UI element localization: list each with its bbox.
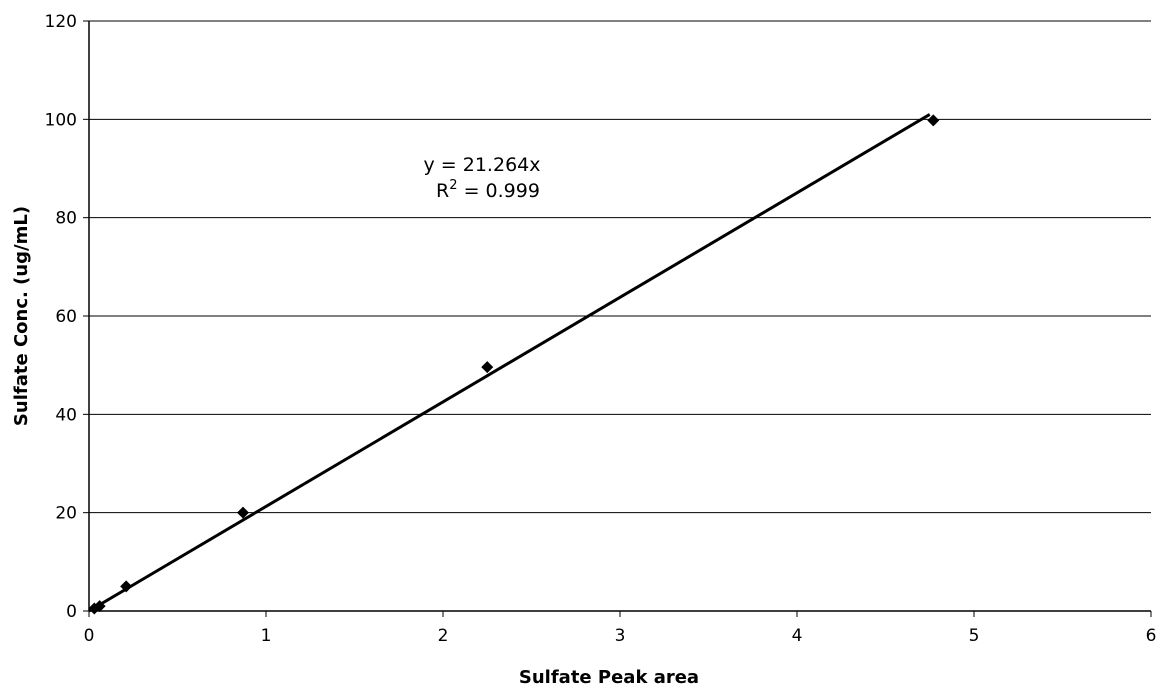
data-point-2 [120, 580, 133, 593]
trendline-r-squared: R2 = 0.999 [436, 178, 540, 202]
y-tick-label-40: 40 [55, 405, 77, 425]
data-point-3 [236, 506, 249, 519]
x-tick-label-0: 0 [84, 626, 95, 646]
r-squared-value: = 0.999 [458, 180, 540, 202]
r-symbol: R [436, 180, 449, 202]
trendline-equation: y = 21.264x [424, 154, 541, 176]
y-tick-label-0: 0 [66, 602, 77, 622]
x-tick-label-5: 5 [969, 626, 980, 646]
data-point-1 [93, 600, 106, 613]
tick-labels: 0 20 40 60 80 100 120 0 1 2 3 4 5 6 [45, 12, 1157, 646]
y-tick-label-20: 20 [55, 504, 77, 524]
data-point-4 [481, 361, 494, 374]
trendline-equation-line1: y = 21.264x [424, 154, 541, 176]
x-tick-label-6: 6 [1146, 626, 1157, 646]
trendline [88, 113, 931, 613]
y-tick-label-100: 100 [45, 110, 77, 130]
x-tick-label-4: 4 [792, 626, 803, 646]
axes [83, 20, 1152, 617]
y-tick-label-60: 60 [55, 307, 77, 327]
horizontal-gridlines [89, 20, 1151, 514]
y-tick-label-120: 120 [45, 12, 77, 32]
x-tick-label-3: 3 [615, 626, 626, 646]
x-tick-label-2: 2 [438, 626, 449, 646]
x-tick-label-1: 1 [261, 626, 272, 646]
trendline-group [88, 113, 931, 613]
y-tick-label-80: 80 [55, 209, 77, 229]
data-points [88, 114, 940, 615]
x-axis-title: Sulfate Peak area [519, 667, 699, 687]
r-superscript: 2 [449, 178, 457, 193]
y-axis-title: Sulfate Conc. (ug/mL) [11, 206, 32, 426]
data-point-5 [927, 114, 940, 127]
